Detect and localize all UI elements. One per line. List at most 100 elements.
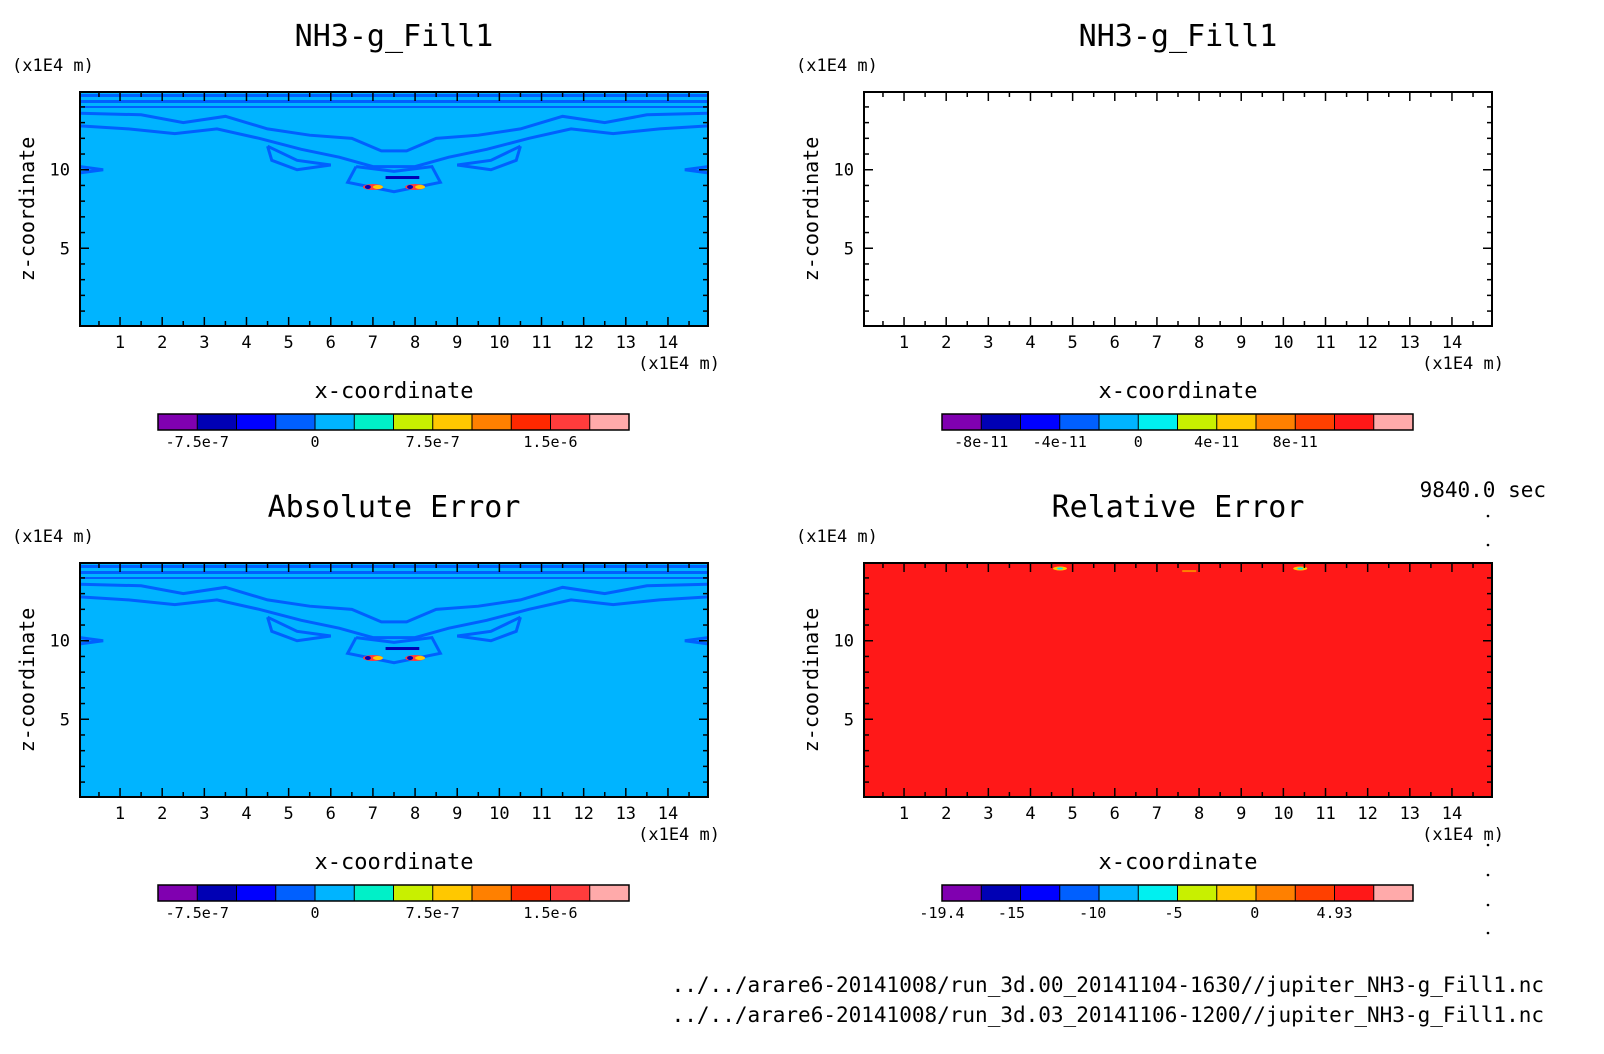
- colorbar-cell: [511, 885, 551, 901]
- contour-line: [684, 636, 708, 646]
- colorbar-cell: [942, 885, 982, 901]
- colorbar-cell: [550, 414, 591, 430]
- x-tick-label: 1: [899, 804, 909, 824]
- hot-spot: [1297, 567, 1304, 570]
- y-unit-label: (x1E4 m): [796, 56, 878, 76]
- x-tick-label: 10: [489, 333, 509, 353]
- x-tick-label: 6: [326, 333, 336, 353]
- contour-line: [266, 615, 331, 643]
- colorbar-cell: [1216, 885, 1257, 901]
- edge-dot: [1486, 931, 1490, 935]
- chart-panel-2: NH3-g_Fill1(x1E4 m)1 2 3 4 5 6 7 8 9 10 11 12 13 1451…: [796, 19, 1504, 451]
- colorbar-cell: [981, 414, 1021, 430]
- hot-spot: [415, 656, 426, 661]
- plot-frame: [863, 91, 1493, 327]
- x-tick-label: 6: [1110, 804, 1120, 824]
- x-tick-label: 2: [941, 804, 951, 824]
- x-tick-label: 6: [1110, 333, 1120, 353]
- contour-line: [80, 111, 708, 153]
- x-tick-label: 12: [573, 333, 593, 353]
- x-tick-label: 12: [573, 804, 593, 824]
- y-axis-label: z-coordinate: [15, 608, 39, 753]
- colorbar-cell: [275, 885, 316, 901]
- time-label: 9840.0 sec: [1420, 478, 1546, 502]
- x-tick-label: 3: [983, 804, 993, 824]
- colorbar-tick-label: 0: [310, 433, 319, 451]
- x-tick-label: 9: [1236, 333, 1246, 353]
- colorbar-tick-label: 4e-11: [1194, 433, 1239, 451]
- colorbar-cell: [1020, 414, 1061, 430]
- x-tick-label: 5: [284, 333, 294, 353]
- field-background: [80, 92, 708, 326]
- chart-panel-3: Absolute Error(x1E4 m)1 2 3 4 5 6 7 8 9 10 11 12 13 1…: [12, 490, 720, 922]
- colorbar-cell: [589, 885, 630, 901]
- colorbar-cell: [158, 885, 198, 901]
- colorbar-cell: [1020, 885, 1061, 901]
- x-tick-label: 3: [199, 333, 209, 353]
- colorbar-cell: [511, 414, 551, 430]
- x-tick-label: 11: [531, 804, 551, 824]
- colorbar-tick-label: 0: [1134, 433, 1143, 451]
- y-tick-label: 10: [50, 632, 70, 652]
- colorbar-cell: [1216, 414, 1257, 430]
- edge-dot: [1486, 903, 1490, 907]
- cold-spot: [364, 185, 371, 190]
- hot-spot: [1182, 570, 1197, 573]
- y-axis-label: z-coordinate: [799, 608, 823, 753]
- contour-band: [80, 106, 708, 108]
- colorbar-cell: [1295, 414, 1335, 430]
- chart-title: NH3-g_Fill1: [295, 19, 494, 54]
- field-background: [864, 563, 1492, 797]
- colorbar-cell: [1334, 885, 1375, 901]
- x-tick-label: 10: [489, 804, 509, 824]
- cold-spot: [407, 185, 414, 190]
- contour-line: [266, 144, 331, 172]
- colorbar-cell: [354, 885, 394, 901]
- contour-line: [684, 165, 708, 175]
- colorbar-cell: [1177, 414, 1218, 430]
- chart-title: NH3-g_Fill1: [1079, 19, 1278, 54]
- colorbar-cell: [432, 885, 473, 901]
- chart-panel-1: NH3-g_Fill1(x1E4 m)1 2 3 4 5 6 7 8 9 10 11 12 13 1451…: [12, 19, 720, 451]
- x-tick-label: 2: [157, 804, 167, 824]
- x-tick-label: 14: [658, 804, 678, 824]
- hot-spot: [1056, 567, 1063, 570]
- colorbar-cell: [550, 885, 591, 901]
- colorbar-cell: [432, 414, 473, 430]
- colorbar-cell: [158, 414, 198, 430]
- cold-spot: [407, 656, 414, 661]
- y-tick-label: 10: [834, 161, 854, 181]
- chart-title: Absolute Error: [268, 490, 521, 525]
- x-tick-label: 5: [284, 804, 294, 824]
- colorbar-tick-label: -8e-11: [954, 433, 1008, 451]
- colorbar-cell: [315, 414, 355, 430]
- heatmap-field: [864, 563, 1492, 797]
- y-axis-label: z-coordinate: [799, 137, 823, 282]
- heatmap-field: [80, 563, 708, 797]
- x-tick-label: 8: [410, 804, 420, 824]
- contour-line: [345, 635, 443, 665]
- hot-spot: [372, 185, 383, 190]
- contour-line: [80, 636, 104, 646]
- heatmap-field: [80, 92, 708, 326]
- x-tick-label: 1: [899, 333, 909, 353]
- colorbar-tick-label: -7.5e-7: [166, 904, 229, 922]
- y-tick-label: 5: [844, 710, 854, 730]
- x-tick-label: 4: [1025, 804, 1035, 824]
- colorbar-tick-label: -19.4: [919, 904, 964, 922]
- colorbar-cell: [1256, 414, 1296, 430]
- contour-line: [80, 124, 708, 169]
- colorbar-tick-label: 0: [1250, 904, 1259, 922]
- cold-spot: [364, 656, 371, 661]
- field-background: [80, 563, 708, 797]
- x-tick-label: 7: [1152, 333, 1162, 353]
- x-tick-label: 11: [1315, 804, 1335, 824]
- y-tick-label: 5: [844, 239, 854, 259]
- x-tick-label: 14: [658, 333, 678, 353]
- contour-line: [457, 144, 522, 172]
- contour-line: [80, 595, 708, 640]
- cold-band: [385, 176, 420, 180]
- colorbar-cell: [1373, 414, 1414, 430]
- x-tick-label: 1: [115, 333, 125, 353]
